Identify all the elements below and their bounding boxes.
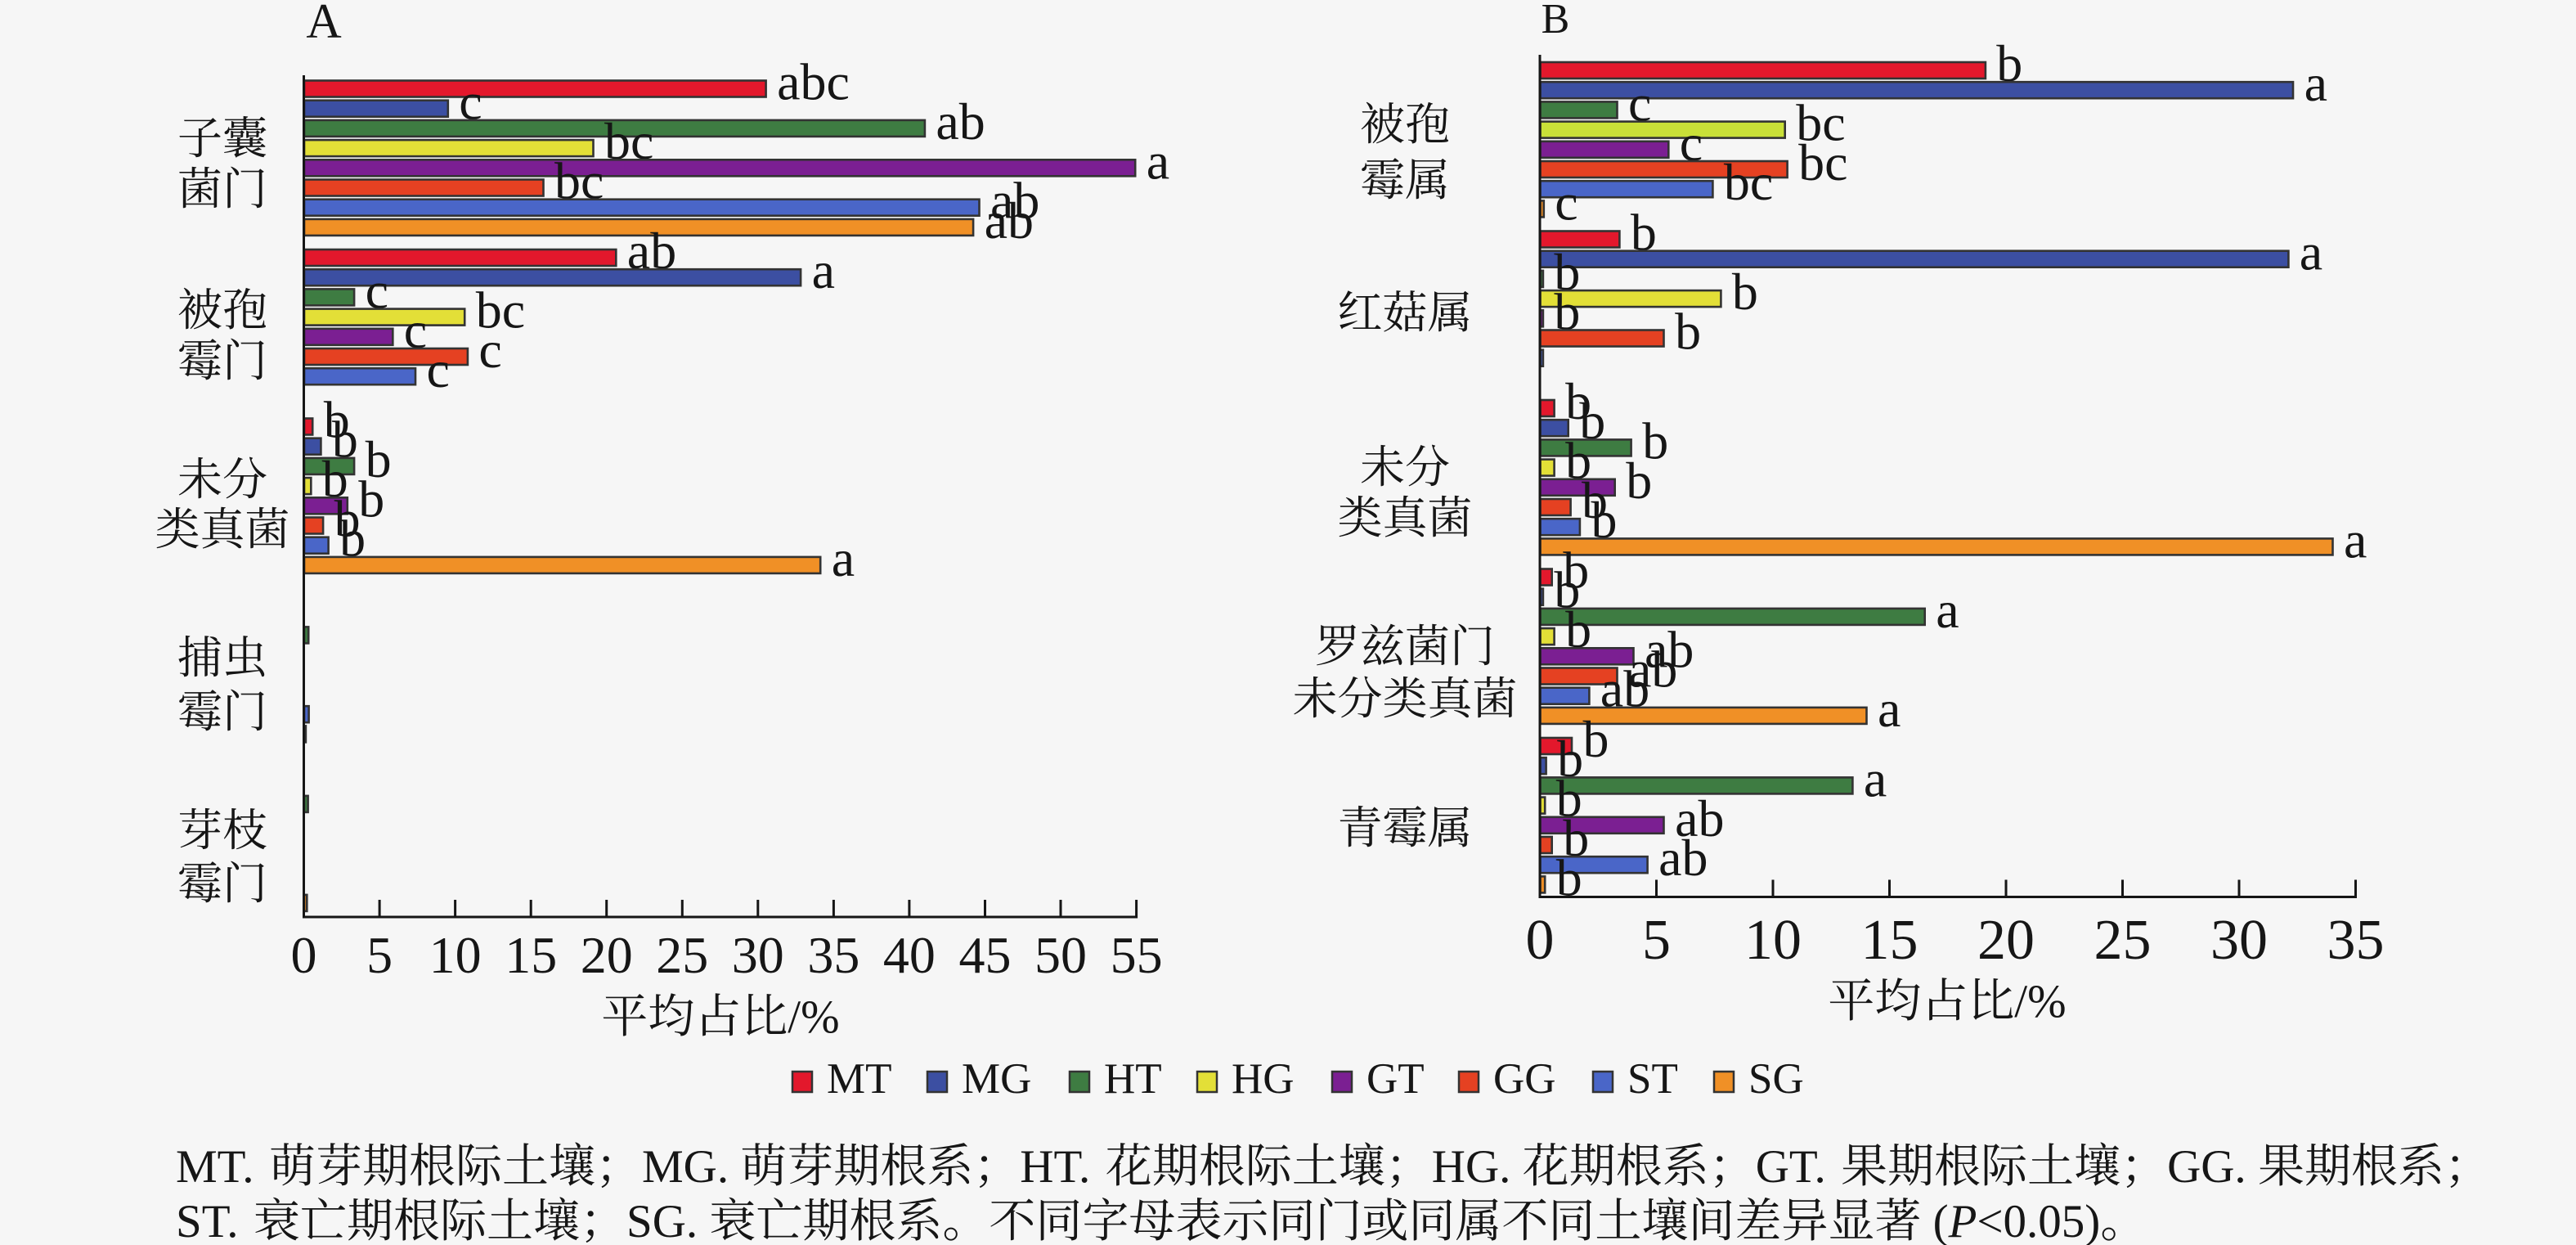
svg-text:c: c: [427, 340, 450, 398]
svg-text:5: 5: [366, 926, 393, 984]
svg-text:a: a: [1936, 581, 1959, 639]
svg-text:b: b: [1563, 542, 1589, 600]
svg-text:c: c: [478, 321, 501, 379]
svg-text:HG.: HG.: [1432, 1141, 1511, 1193]
svg-text:0: 0: [1526, 909, 1555, 972]
svg-text:5: 5: [1642, 909, 1671, 972]
svg-text:a: a: [1878, 680, 1901, 738]
svg-text:b: b: [1565, 372, 1591, 430]
svg-text:ST: ST: [1627, 1055, 1678, 1103]
svg-text:a: a: [2304, 54, 2327, 112]
svg-text:30: 30: [732, 926, 784, 984]
svg-text:b: b: [1583, 710, 1609, 768]
svg-text:bc: bc: [1724, 153, 1773, 211]
svg-text:a: a: [832, 529, 855, 587]
svg-text:P: P: [1948, 1196, 1977, 1245]
svg-text:HT.: HT.: [1020, 1141, 1090, 1193]
svg-text:GG: GG: [1493, 1055, 1556, 1103]
svg-text:b: b: [1642, 411, 1668, 470]
svg-text:GT.: GT.: [1756, 1141, 1826, 1193]
svg-text:MG.: MG.: [642, 1141, 729, 1193]
svg-text:A: A: [306, 0, 341, 48]
svg-text:50: 50: [1034, 926, 1087, 984]
svg-text:25: 25: [656, 926, 708, 984]
svg-text:40: 40: [883, 926, 936, 984]
svg-text:b: b: [1732, 263, 1758, 321]
svg-text:ab: ab: [1675, 789, 1724, 847]
svg-text:c: c: [1555, 173, 1577, 231]
svg-text:(: (: [1933, 1196, 1949, 1245]
svg-text:GG.: GG.: [2167, 1141, 2246, 1193]
svg-text:bc: bc: [1798, 133, 1847, 191]
svg-text:35: 35: [2327, 909, 2385, 972]
svg-text:20: 20: [581, 926, 633, 984]
svg-text:ab: ab: [1628, 640, 1677, 699]
svg-text:35: 35: [807, 926, 859, 984]
svg-text:<0.05): <0.05): [1977, 1196, 2100, 1245]
svg-text:15: 15: [1861, 909, 1919, 972]
svg-text:bc: bc: [1796, 94, 1845, 152]
svg-text:b: b: [366, 430, 392, 488]
svg-text:MT: MT: [827, 1055, 892, 1103]
svg-text:b: b: [324, 391, 350, 449]
svg-text:30: 30: [2210, 909, 2268, 972]
svg-text:ab: ab: [936, 92, 985, 151]
svg-text:10: 10: [1744, 909, 1802, 972]
svg-text:b: b: [1626, 452, 1652, 510]
svg-text:ab: ab: [1645, 620, 1694, 678]
svg-text:20: 20: [1977, 909, 2035, 972]
svg-text:25: 25: [2094, 909, 2152, 972]
svg-text:15: 15: [505, 926, 557, 984]
svg-text:/%: /%: [788, 991, 839, 1043]
svg-text:55: 55: [1111, 926, 1163, 984]
svg-text:b: b: [358, 470, 384, 528]
svg-text:abc: abc: [777, 53, 850, 111]
svg-text:ab: ab: [985, 191, 1034, 249]
svg-text:ab: ab: [990, 172, 1039, 230]
svg-text:/%: /%: [2014, 976, 2066, 1027]
svg-text:ab: ab: [1658, 829, 1708, 887]
svg-text:SG: SG: [1748, 1055, 1804, 1103]
svg-text:a: a: [1864, 749, 1887, 807]
svg-text:b: b: [334, 490, 361, 548]
svg-text:SG.: SG.: [626, 1196, 698, 1245]
svg-text:b: b: [1582, 471, 1608, 529]
svg-text:a: a: [2344, 510, 2367, 569]
svg-text:45: 45: [959, 926, 1012, 984]
svg-text:a: a: [2300, 223, 2322, 281]
svg-text:b: b: [1675, 303, 1701, 361]
svg-text:HG: HG: [1232, 1055, 1295, 1103]
svg-text:0: 0: [291, 926, 317, 984]
svg-text:10: 10: [429, 926, 482, 984]
svg-text:bc: bc: [476, 281, 525, 339]
svg-text:a: a: [812, 241, 835, 299]
svg-text:B: B: [1542, 0, 1570, 43]
svg-text:GT: GT: [1367, 1055, 1425, 1103]
svg-text:MG: MG: [962, 1055, 1031, 1103]
svg-text:ST.: ST.: [176, 1196, 239, 1245]
svg-text:HT: HT: [1104, 1055, 1162, 1103]
svg-text:a: a: [1147, 132, 1169, 190]
svg-text:MT.: MT.: [176, 1141, 254, 1193]
